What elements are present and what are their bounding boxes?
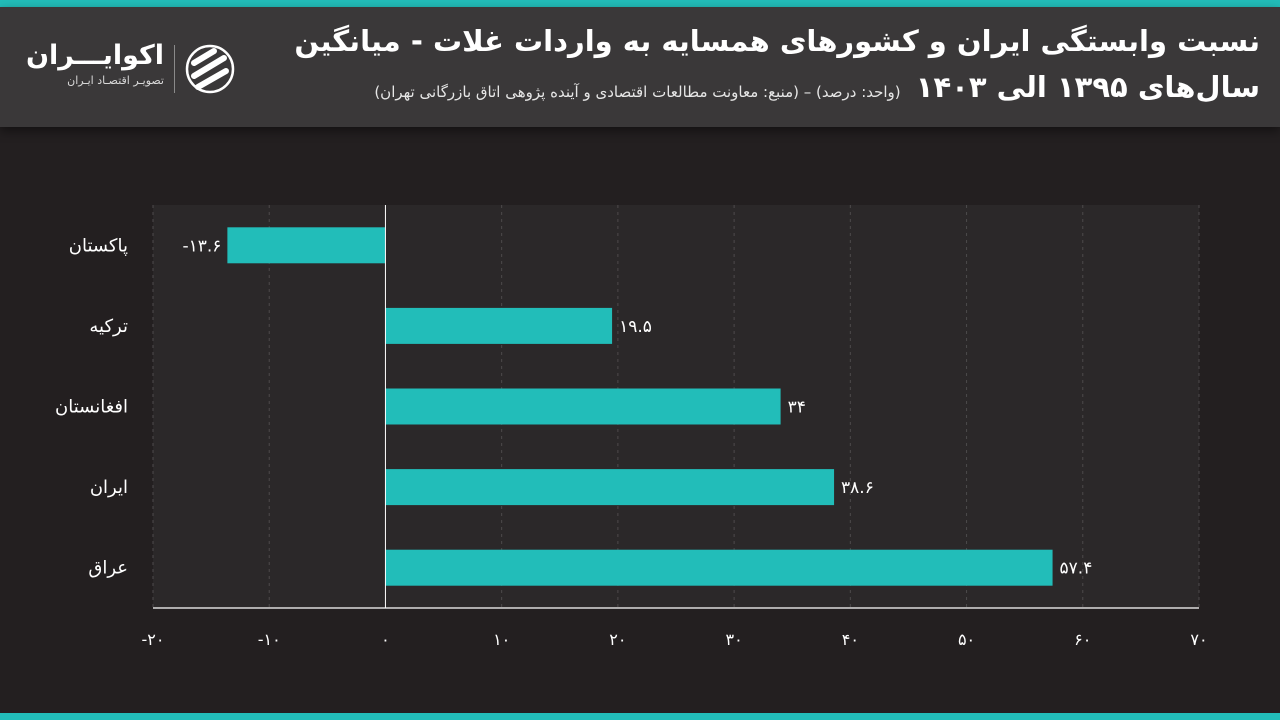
category-label: عراق bbox=[88, 558, 128, 579]
logo-tagline: تصویـر اقتصـاد ایـران bbox=[67, 74, 164, 87]
bar-value-label: -۱۳.۶ bbox=[182, 236, 221, 256]
bar bbox=[385, 388, 781, 425]
chart-subtitle: (واحد: درصد) – (منبع: معاونت مطالعات اقت… bbox=[374, 83, 901, 101]
chart-title-block: نسبت وابستگی ایران و کشورهای همسایه به و… bbox=[294, 21, 1260, 112]
category-label: ایران bbox=[90, 477, 128, 498]
logo-name: اکوایـــران bbox=[25, 40, 164, 71]
chart-title: نسبت وابستگی ایران و کشورهای همسایه به و… bbox=[294, 24, 1260, 58]
header: نسبت وابستگی ایران و کشورهای همسایه به و… bbox=[0, 7, 1280, 127]
x-tick-label: ۷۰ bbox=[1190, 630, 1207, 649]
x-tick-label: ۵۰ bbox=[958, 630, 975, 649]
x-tick-label: ۱۰ bbox=[493, 630, 510, 649]
chart-title-line2: سال‌های ۱۳۹۵ الی ۱۴۰۳ (واحد: درصد) – (من… bbox=[360, 67, 1260, 112]
x-tick-label: -۱۰ bbox=[258, 630, 281, 649]
x-tick-label: ۶۰ bbox=[1074, 630, 1091, 649]
x-tick-label: -۲۰ bbox=[142, 630, 165, 649]
x-tick-label: ۳۰ bbox=[726, 630, 743, 649]
bottom-accent-bar bbox=[0, 713, 1280, 720]
x-tick-label: ۴۰ bbox=[842, 630, 859, 649]
category-label: پاکستان bbox=[69, 235, 128, 256]
category-label: ترکیه bbox=[89, 316, 128, 337]
bar bbox=[227, 227, 386, 264]
chart-title-years: سال‌های ۱۳۹۵ الی ۱۴۰۳ bbox=[915, 70, 1260, 104]
brand-logo: اکوایـــران تصویـر اقتصـاد ایـران bbox=[25, 39, 244, 109]
bar-value-label: ۳۸.۶ bbox=[841, 478, 874, 498]
bar bbox=[385, 469, 835, 506]
logo-divider bbox=[174, 45, 175, 93]
x-tick-label: ۰ bbox=[381, 630, 390, 649]
logo-text: اکوایـــران تصویـر اقتصـاد ایـران bbox=[25, 39, 164, 89]
bar-value-label: ۳۴ bbox=[788, 398, 806, 418]
bar-value-label: ۱۹.۵ bbox=[619, 317, 652, 337]
x-tick-label: ۲۰ bbox=[609, 630, 626, 649]
category-label: افغانستان bbox=[55, 397, 128, 418]
bar bbox=[385, 549, 1053, 586]
top-accent-bar bbox=[0, 0, 1280, 7]
bar bbox=[385, 307, 613, 344]
bar-value-label: ۵۷.۴ bbox=[1060, 559, 1093, 579]
ecoiran-logo-icon bbox=[185, 44, 235, 94]
